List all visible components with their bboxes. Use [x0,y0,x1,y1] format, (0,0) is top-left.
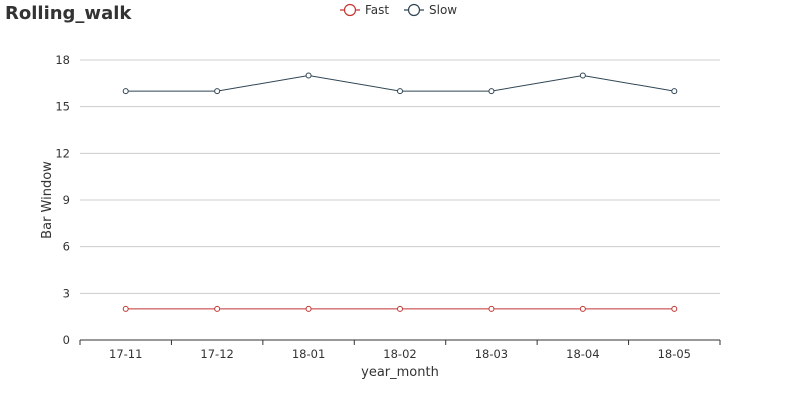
x-tick-label: 18-04 [566,347,599,361]
legend-marker-icon [407,3,421,17]
data-point-fast [579,305,586,312]
data-point-slow [488,88,495,95]
data-point-fast [397,305,403,312]
legend-marker-icon [343,3,357,17]
data-point-slow [214,88,221,95]
x-tick-label: 18-01 [292,347,325,361]
grid-lines [80,59,720,294]
data-point-fast [122,305,129,312]
y-tick-label: 9 [63,193,70,207]
data-point-slow [305,72,312,79]
y-tick-label: 15 [55,100,70,114]
y-tick-label: 18 [55,53,70,67]
x-tick-label: 18-05 [658,347,691,361]
data-point-slow [671,88,678,95]
legend-label: Slow [429,3,457,17]
y-axis-title: Bar Window [40,161,55,239]
legend-item-slow[interactable]: Slow [404,3,457,17]
x-tick-label: 18-02 [383,347,416,361]
axes [79,339,721,345]
data-point-fast [671,305,678,312]
plot-area [122,72,678,312]
chart-title: Rolling_walk [5,3,132,24]
data-point-fast [214,305,221,312]
legend[interactable]: Fast Slow [340,3,457,17]
y-tick-label: 6 [63,240,70,254]
data-point-slow [122,88,129,95]
legend-item-fast[interactable]: Fast [340,3,389,17]
x-tick-label: 18-03 [475,347,508,361]
x-tick-label: 17-11 [109,347,142,361]
x-tick-label: 17-12 [200,347,233,361]
data-point-slow [579,72,586,79]
data-point-slow [397,88,403,95]
y-tick-label: 12 [55,146,70,160]
x-axis-title: year_month [361,365,439,380]
tick-labels: 0 3 6 9 12 15 18 17-11 17-12 18-01 18-02 18-03 18-04… [55,53,691,361]
y-tick-label: 0 [63,333,70,347]
data-point-fast [488,305,495,312]
y-tick-label: 3 [63,286,70,300]
legend-label: Fast [365,3,389,17]
data-point-fast [305,305,312,312]
